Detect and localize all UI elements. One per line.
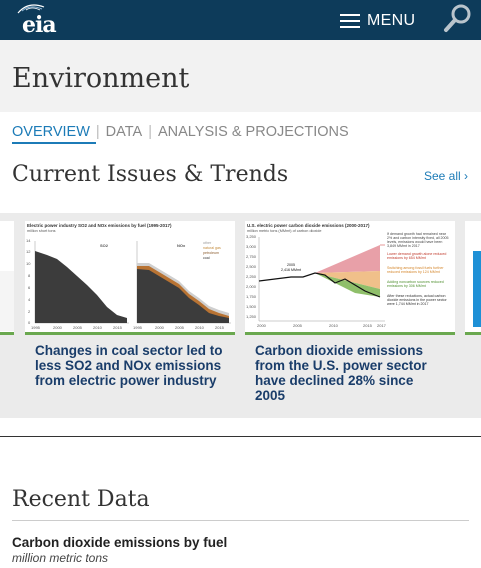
x-tick: 2015 <box>215 325 224 330</box>
x-tick: 2015 <box>363 323 372 328</box>
y-tick: 0 <box>28 320 31 325</box>
x-tick: 2005 <box>73 325 82 330</box>
card-caption[interactable]: Carbon dioxide emissions from the U.S. p… <box>255 343 427 403</box>
peak-value-label: 2,416 MMmt <box>281 268 301 272</box>
recent-data-title: Recent Data <box>12 487 150 512</box>
co2-emissions-chart <box>258 237 385 322</box>
tab-separator: | <box>148 124 152 140</box>
title-band <box>0 40 481 112</box>
tab-separator: | <box>95 124 100 140</box>
so2-nox-chart <box>34 241 231 324</box>
section-tabs: OVERVIEW | DATA | ANALYSIS & PROJECTIONS <box>12 124 355 144</box>
y-tick: 8 <box>28 273 31 278</box>
y-tick: 2,750 <box>246 254 257 259</box>
recent-data-item-title[interactable]: Carbon dioxide emissions by fuel <box>12 535 228 550</box>
see-all-label: See all <box>424 169 461 183</box>
y-tick: 14 <box>26 238 31 243</box>
x-tick: 2005 <box>293 323 302 328</box>
panel-label-so2: SO2 <box>100 243 109 248</box>
x-tick: 2010 <box>93 325 102 330</box>
legend-petroleum: petroleum <box>203 251 219 255</box>
page-title: Environment <box>12 63 190 94</box>
legend-other: other <box>203 241 212 245</box>
tab-data[interactable]: DATA <box>105 124 143 140</box>
x-tick: 2005 <box>175 325 184 330</box>
annotation-actual: After these reductions, actual carbon di… <box>387 294 447 306</box>
section-divider <box>0 436 481 437</box>
panel-label-nox: NOx <box>177 243 186 248</box>
y-tick: 2 <box>28 309 31 314</box>
y-tick: 1,750 <box>246 294 257 299</box>
hamburger-icon <box>340 14 360 28</box>
logo-text: eia <box>22 12 57 38</box>
card-thumbnail: U.S. electric power carbon dioxide emiss… <box>245 221 455 335</box>
y-tick: 10 <box>26 261 31 266</box>
issue-card-next[interactable] <box>465 221 481 418</box>
issues-title: Current Issues & Trends <box>12 162 289 187</box>
eia-logo-icon <box>17 4 45 14</box>
annotation-noncarbon: Adding noncarbon sources reduced emissio… <box>387 280 444 288</box>
issue-card[interactable]: U.S. electric power carbon dioxide emiss… <box>245 221 455 418</box>
x-tick: 2000 <box>155 325 164 330</box>
y-tick: 2,250 <box>246 274 257 279</box>
chart-title: Electric power industry SO2 and NOx emis… <box>27 223 172 228</box>
issue-card-previous[interactable] <box>0 221 14 418</box>
legend-natural-gas: natural gas <box>203 246 221 250</box>
y-tick: 2,500 <box>246 264 257 269</box>
x-tick: 2010 <box>329 323 338 328</box>
x-tick: 2000 <box>257 323 266 328</box>
y-tick: 1,250 <box>246 314 257 319</box>
x-tick: 2000 <box>53 325 62 330</box>
card-caption[interactable]: Changes in coal sector led to less SO2 a… <box>35 343 223 388</box>
x-tick: 1995 <box>31 325 40 330</box>
tab-overview[interactable]: OVERVIEW <box>12 124 96 144</box>
y-tick: 4 <box>28 297 31 302</box>
card-thumbnail <box>0 221 14 335</box>
y-tick: 6 <box>28 285 31 290</box>
y-tick: 3,250 <box>246 234 257 239</box>
annotation-fuel-switching: Switching among fossil fuels further red… <box>387 266 444 274</box>
eia-logo[interactable]: eia <box>8 3 57 38</box>
annotation-demand: Lower demand growth alone reduced emissi… <box>387 252 447 260</box>
y-tick: 1,500 <box>246 304 257 309</box>
x-tick: 2015 <box>113 325 122 330</box>
menu-button[interactable]: MENU <box>340 10 415 32</box>
y-tick: 12 <box>26 249 31 254</box>
issues-carousel[interactable]: Electric power industry SO2 and NOx emis… <box>0 213 481 418</box>
y-tick: 2,000 <box>246 284 257 289</box>
search-icon <box>444 4 471 32</box>
recent-divider <box>12 520 469 521</box>
card-thumbnail <box>465 221 481 335</box>
site-header: eia MENU <box>0 0 481 40</box>
x-tick: 2010 <box>195 325 204 330</box>
chart-title: U.S. electric power carbon dioxide emiss… <box>247 223 370 228</box>
card-thumbnail: Electric power industry SO2 and NOx emis… <box>25 221 235 335</box>
issue-card[interactable]: Electric power industry SO2 and NOx emis… <box>25 221 235 418</box>
chart-subtitle: million metric tons (MMmt) of carbon dio… <box>247 229 322 233</box>
annotation-baseline: If demand growth had remained near 2% an… <box>387 232 449 248</box>
x-tick: 2017 <box>377 323 386 328</box>
x-tick: 1995 <box>133 325 142 330</box>
legend-coal: coal <box>203 256 210 260</box>
see-all-link[interactable]: See all › <box>424 169 468 183</box>
y-tick: 3,000 <box>246 244 257 249</box>
recent-data-item-subtitle: million metric tons <box>12 551 109 565</box>
search-button[interactable] <box>441 2 475 36</box>
menu-label: MENU <box>367 12 416 29</box>
chevron-right-icon: › <box>464 169 469 183</box>
chart-subtitle: million short tons <box>27 229 56 233</box>
peak-year-label: 2005 <box>287 263 295 267</box>
tab-analysis-projections[interactable]: ANALYSIS & PROJECTIONS <box>157 124 349 140</box>
